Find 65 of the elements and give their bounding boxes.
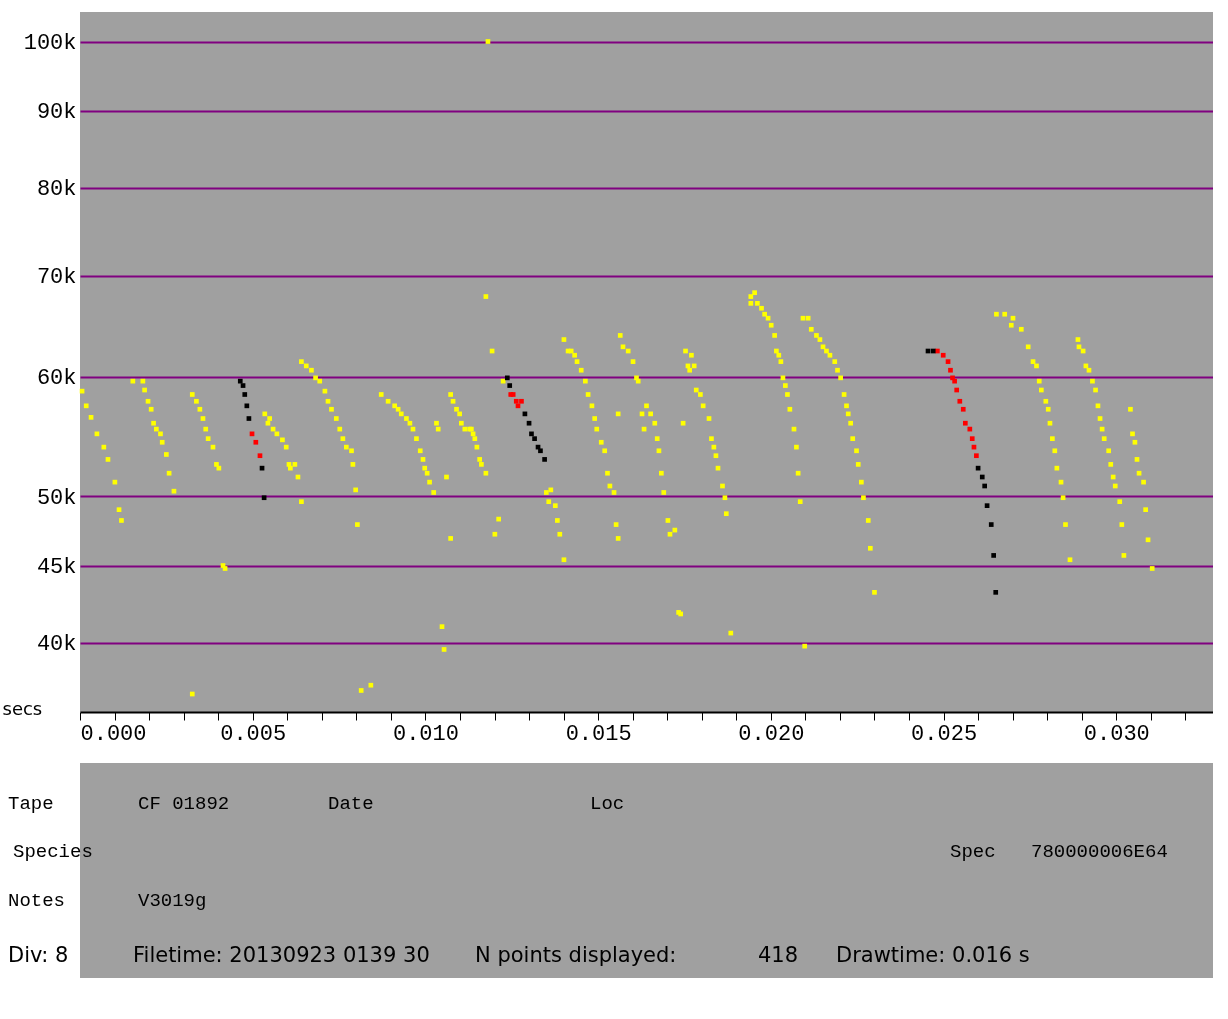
x-tick-label: 0.025 [911,721,978,747]
point [526,420,532,426]
y-tick-label: 50k [36,485,77,511]
point [253,439,259,445]
y-tick-label: 90k [36,100,77,126]
x-tick-label: 0.030 [1083,721,1150,747]
text: Date [328,793,374,815]
point [257,453,263,459]
x-tick-label: 0.020 [738,721,805,747]
text: Tape [8,793,54,815]
point [940,352,946,358]
point [244,403,250,409]
point [957,398,963,404]
text: Div: 8 [8,943,69,967]
point [529,431,534,437]
x-tick-label: 0.005 [220,721,287,747]
point [988,522,994,527]
text: Drawtime: 0.016 s [836,943,1030,967]
point [984,503,990,509]
x-tick-label: 0.000 [80,721,147,747]
x-axis-title: secs [2,697,43,719]
point [242,392,248,397]
text: N points displayed: [475,943,677,967]
y-tick-label: 45k [36,555,77,581]
point [513,398,519,404]
y-tick-label: 60k [36,366,77,392]
text: Filetime: 20130923 0139 30 [133,943,430,967]
point [261,495,267,501]
point [962,420,968,426]
y-tick-label: 70k [36,265,77,291]
text: Notes [8,890,66,912]
y-tick-label: 80k [36,177,77,203]
x-tick-label: 0.015 [565,721,632,747]
point [967,426,973,432]
point [974,453,979,459]
text: Loc [590,793,625,815]
point [979,474,985,480]
point [960,406,966,412]
point [542,457,547,462]
point [532,436,537,441]
point [240,383,246,388]
point [237,378,243,384]
y-tick-label: 40k [36,632,77,658]
text: Species [13,841,93,863]
point [993,590,999,595]
point [519,398,524,404]
text: 780000006E64 [1031,841,1168,863]
point [991,553,996,558]
point [948,367,953,373]
point [945,359,951,364]
x-tick-label: 0.010 [392,721,459,747]
point [954,387,960,393]
point [504,375,510,381]
text: V3019g [138,890,207,912]
point [969,436,975,441]
text: 418 [758,943,799,967]
point [507,383,513,388]
point [246,416,252,421]
point [515,403,521,409]
point [982,483,988,489]
text: Spec [950,841,996,863]
point [538,448,543,454]
point [930,348,936,354]
y-tick-label: 100k [23,31,77,57]
text: CF 01892 [138,793,230,815]
